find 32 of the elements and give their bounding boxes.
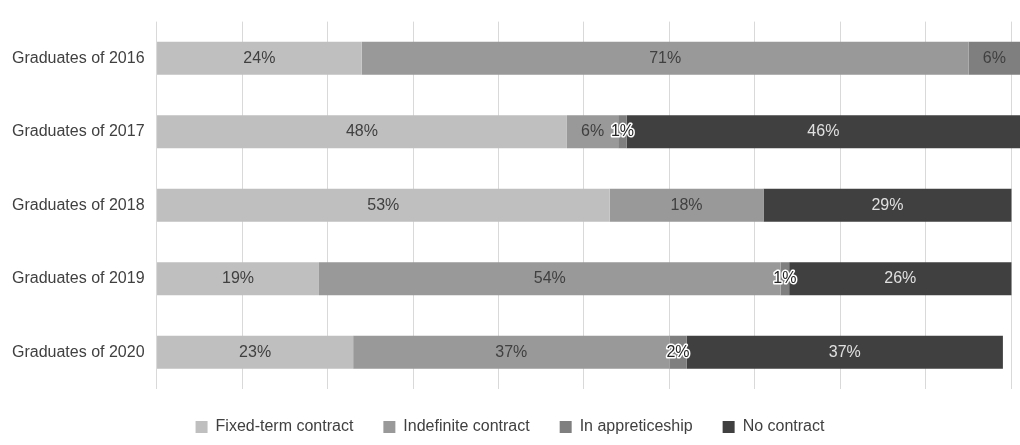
legend-label: In appreticeship [579,417,693,435]
data-label: 6% [982,48,1006,66]
bar [157,335,354,369]
y-tick-label: Graduates of 2018 [11,195,145,213]
legend-label: Indefinite contract [403,417,531,435]
legend-label: Fixed-term contract [215,417,354,435]
data-label: 37% [495,342,528,360]
data-label: 48% [345,122,378,140]
data-label: 23% [239,342,272,360]
data-label: 19% [221,269,255,287]
y-tick-label: Graduates of 2017 [11,122,145,140]
bar [763,188,1012,222]
bar [157,41,362,75]
data-label: 18% [670,195,703,213]
data-label: 26% [884,269,917,287]
data-label: 29% [871,195,904,213]
data-label: 24% [243,48,276,66]
y-tick-label: Graduates of 2020 [11,342,145,360]
data-label: 71% [649,48,682,66]
bar [157,188,610,222]
data-label: 53% [367,195,400,213]
bar [361,41,969,75]
bar [157,262,319,296]
data-label: 6% [580,122,605,140]
y-tick-label: Graduates of 2019 [11,269,145,287]
data-label: 54% [533,269,566,287]
data-label: 46% [807,122,840,140]
legend-label: No contract [742,417,825,435]
y-tick-label: Graduates of 2016 [11,48,145,66]
bar [157,115,567,149]
data-label: 37% [828,342,861,360]
bar [609,188,764,222]
